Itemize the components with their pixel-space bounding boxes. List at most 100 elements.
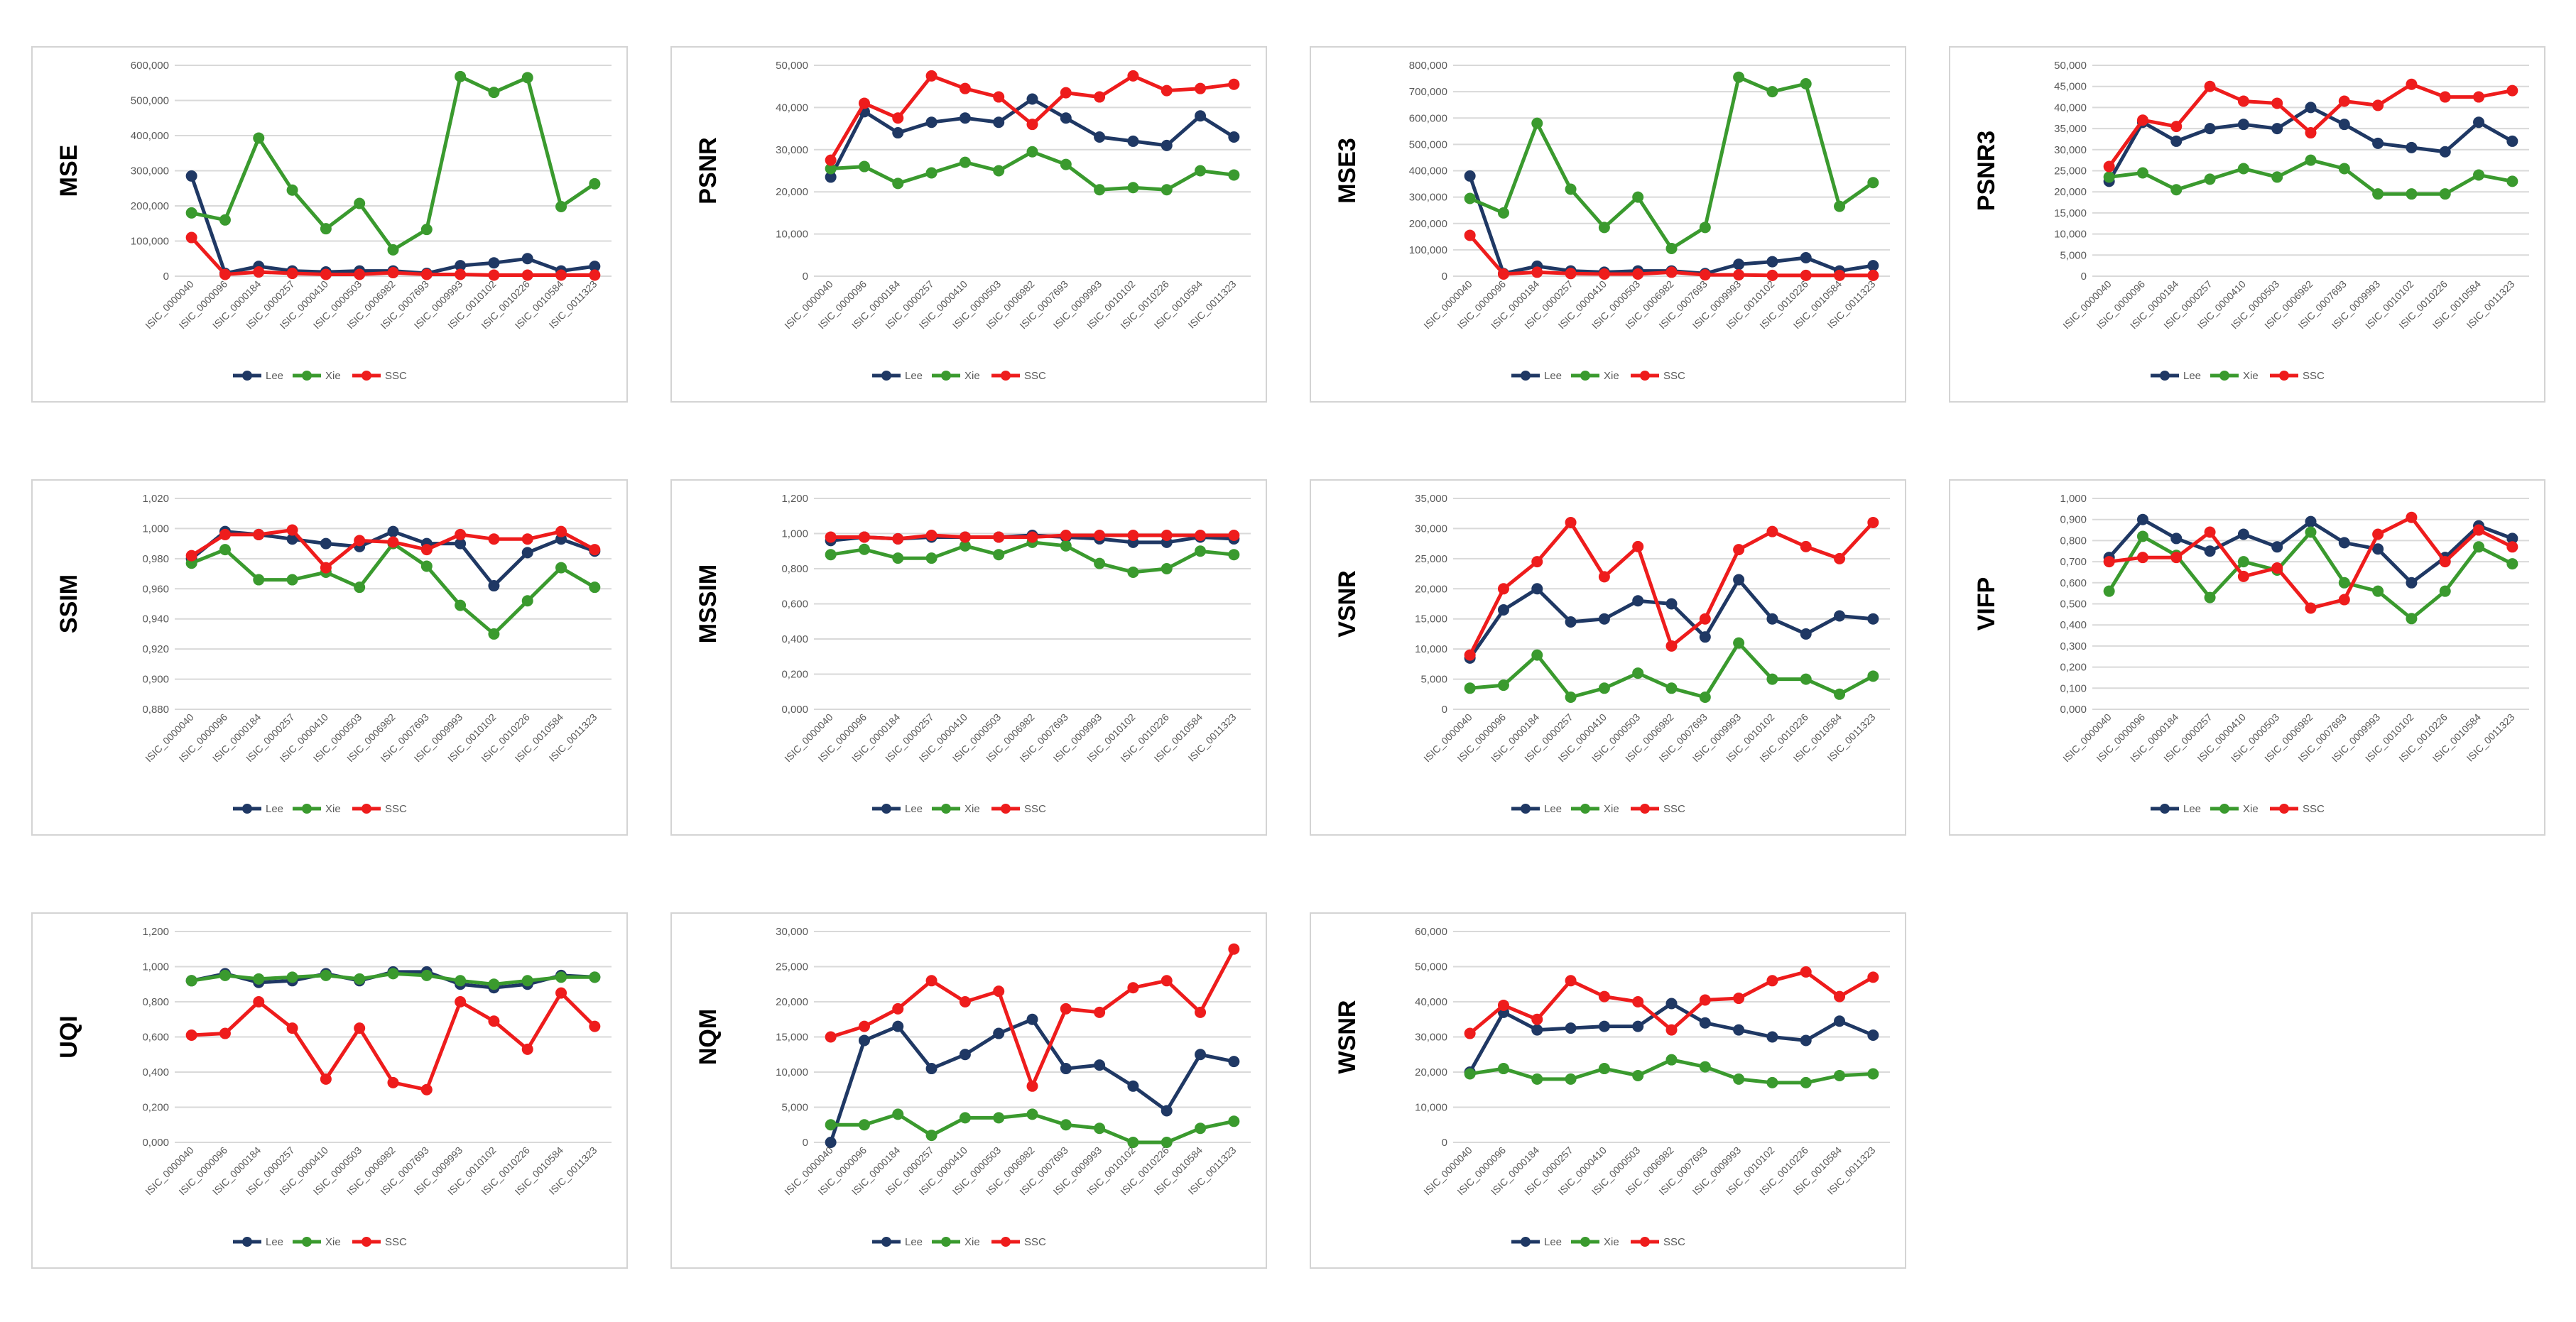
y-tick-label: 10,000 bbox=[776, 229, 808, 241]
data-point-lee bbox=[1228, 131, 1240, 143]
data-point-lee bbox=[892, 127, 904, 139]
chart-svg: VIFP 0,000 0,100 0,200 0,300 0,400 0,500 0,600 0… bbox=[1973, 493, 2529, 815]
data-point-xie bbox=[1497, 207, 1509, 219]
data-point-xie bbox=[925, 167, 938, 179]
data-point-xie bbox=[455, 599, 467, 611]
data-point-lee bbox=[925, 1063, 938, 1075]
data-point-lee bbox=[320, 537, 332, 550]
data-point-lee bbox=[1127, 135, 1139, 147]
data-point-xie bbox=[1195, 165, 1207, 177]
data-point-xie bbox=[993, 1112, 1005, 1124]
y-tick-label: 40,000 bbox=[1415, 996, 1447, 1008]
legend-marker-lee bbox=[881, 371, 891, 381]
y-tick-label: 0,980 bbox=[142, 553, 169, 565]
data-point-ssc bbox=[2305, 602, 2317, 614]
data-point-ssc bbox=[1161, 529, 1173, 541]
data-point-xie bbox=[521, 595, 533, 607]
y-tick-label: 40,000 bbox=[2054, 102, 2087, 114]
data-point-xie bbox=[1766, 86, 1778, 98]
data-point-xie bbox=[286, 971, 298, 983]
data-point-ssc bbox=[1699, 994, 1711, 1006]
y-tick-label: 400,000 bbox=[131, 130, 169, 142]
data-point-xie bbox=[959, 1112, 971, 1124]
y-axis-label: MSSIM bbox=[695, 564, 722, 643]
y-tick-label: 1,020 bbox=[142, 493, 169, 505]
chart-panel-uqi: UQI 0,000 0,200 0,400 0,600 0,800 1,000 1,200 IS… bbox=[31, 912, 628, 1269]
data-point-xie bbox=[320, 223, 332, 235]
y-tick-label: 0,400 bbox=[142, 1066, 169, 1078]
chart-svg: MSE3 0 100,000 200,000 300,000 400,000 500,000… bbox=[1334, 60, 1890, 382]
data-point-ssc bbox=[354, 535, 366, 547]
chart-panel-wsnr: WSNR 0 10,000 20,000 30,000 40,000 50,000 60,00… bbox=[1310, 912, 1906, 1269]
data-point-xie bbox=[1632, 667, 1644, 679]
data-point-lee bbox=[1766, 1031, 1778, 1043]
data-point-ssc bbox=[1026, 1080, 1038, 1092]
legend-label-ssc: SSC bbox=[385, 803, 407, 815]
data-point-xie bbox=[2204, 173, 2216, 185]
y-tick-label: 30,000 bbox=[1415, 523, 1447, 535]
chart-svg: MSE 0 100,000 200,000 300,000 400,000 500,000 6… bbox=[55, 60, 612, 382]
data-point-lee bbox=[2305, 515, 2317, 528]
data-point-ssc bbox=[1464, 1027, 1476, 1039]
y-tick-label: 10,000 bbox=[776, 1066, 808, 1078]
data-point-xie bbox=[1834, 1069, 1846, 1081]
data-point-xie bbox=[1127, 182, 1139, 194]
data-point-xie bbox=[1699, 1061, 1711, 1073]
data-point-xie bbox=[2237, 556, 2249, 568]
data-point-xie bbox=[993, 165, 1005, 177]
data-point-xie bbox=[286, 184, 298, 196]
data-point-ssc bbox=[320, 1073, 332, 1085]
data-point-ssc bbox=[2372, 528, 2384, 540]
y-tick-label: 0,900 bbox=[2060, 514, 2087, 526]
data-point-xie bbox=[1565, 692, 1577, 704]
data-point-xie bbox=[1497, 679, 1509, 692]
data-point-xie bbox=[589, 177, 601, 190]
data-point-lee bbox=[1665, 598, 1678, 610]
data-point-xie bbox=[2506, 558, 2518, 570]
data-point-xie bbox=[1127, 1137, 1139, 1148]
data-point-ssc bbox=[2237, 95, 2249, 107]
data-point-xie bbox=[1867, 177, 1879, 189]
data-point-xie bbox=[825, 1119, 837, 1131]
data-point-lee bbox=[2338, 119, 2350, 131]
data-point-ssc bbox=[2103, 556, 2115, 568]
data-point-xie bbox=[1026, 146, 1038, 158]
data-point-ssc bbox=[2305, 127, 2317, 139]
data-point-xie bbox=[2271, 171, 2283, 183]
legend-label-xie: Xie bbox=[325, 803, 341, 815]
legend-marker-xie bbox=[941, 1237, 951, 1247]
data-point-lee bbox=[488, 257, 500, 269]
chart-panel-mssim: MSSIM 0,000 0,200 0,400 0,600 0,800 1,000 1,200… bbox=[670, 479, 1267, 836]
data-point-lee bbox=[1632, 595, 1644, 607]
data-point-ssc bbox=[1565, 516, 1577, 528]
data-point-lee bbox=[1699, 1017, 1711, 1029]
data-point-ssc bbox=[1127, 529, 1139, 541]
legend-marker-lee bbox=[881, 1237, 891, 1247]
data-point-xie bbox=[825, 163, 837, 175]
legend-marker-ssc bbox=[2279, 371, 2289, 381]
legend-label-ssc: SSC bbox=[2303, 803, 2325, 815]
data-point-ssc bbox=[825, 1031, 837, 1043]
data-point-ssc bbox=[2338, 95, 2350, 107]
data-point-xie bbox=[1161, 563, 1173, 574]
data-point-xie bbox=[1699, 222, 1711, 234]
data-point-ssc bbox=[825, 531, 837, 543]
data-point-lee bbox=[1598, 1020, 1610, 1032]
legend-label-ssc: SSC bbox=[1024, 1236, 1046, 1248]
data-point-xie bbox=[1867, 1068, 1879, 1080]
data-point-xie bbox=[1531, 1073, 1543, 1085]
legend-marker-ssc bbox=[1001, 1237, 1011, 1247]
data-point-ssc bbox=[1834, 269, 1846, 281]
data-point-xie bbox=[253, 574, 265, 586]
data-point-xie bbox=[2136, 530, 2148, 542]
data-point-xie bbox=[2103, 585, 2115, 597]
y-tick-label: 0,900 bbox=[142, 674, 169, 686]
data-point-lee bbox=[2170, 135, 2183, 147]
data-point-xie bbox=[219, 214, 231, 226]
y-axis-label: MSE3 bbox=[1334, 138, 1361, 204]
data-point-lee bbox=[2506, 532, 2518, 545]
data-point-xie bbox=[2338, 163, 2350, 175]
y-tick-label: 50,000 bbox=[2054, 60, 2087, 72]
y-tick-label: 25,000 bbox=[1415, 553, 1447, 565]
data-point-ssc bbox=[1026, 531, 1038, 543]
